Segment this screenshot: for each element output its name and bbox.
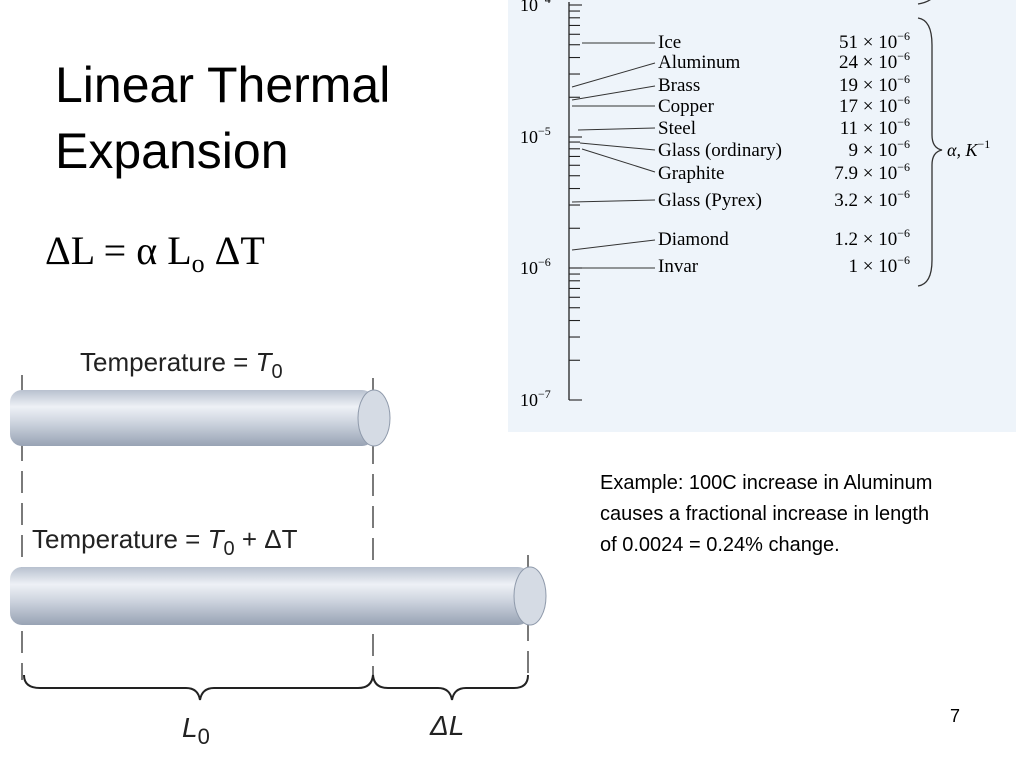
leader-lines <box>571 42 656 269</box>
material-value: 3.2 × 10−6 <box>834 187 910 211</box>
material-name: Invar <box>658 256 699 277</box>
material-name: Copper <box>658 96 715 117</box>
equation: ΔL = α Lo ΔT <box>45 228 265 278</box>
brace-top <box>917 0 931 5</box>
material-value: 24 × 10−6 <box>839 49 910 73</box>
material-name: Glass (Pyrex) <box>658 190 762 211</box>
temp-after-var: T <box>208 524 226 554</box>
material-value: 17 × 10−6 <box>839 93 910 117</box>
material-value: 9 × 10−6 <box>849 137 911 161</box>
material-mantissa: 11 × 10 <box>840 118 898 139</box>
example-text: Example: 100C increase in Aluminum cause… <box>600 472 933 556</box>
material-name: Graphite <box>658 163 724 184</box>
material-name: Glass (ordinary) <box>658 140 782 161</box>
material-exponent: −6 <box>897 49 910 63</box>
axis-base: 10 <box>520 258 538 278</box>
material-exponent: −6 <box>897 115 910 129</box>
eq-lhs: ΔL <box>45 228 94 273</box>
axis-label: 10−4 <box>520 0 551 15</box>
axis-exponent: −5 <box>538 124 551 138</box>
material-mantissa: 1 × 10 <box>849 256 898 277</box>
length-braces <box>23 674 529 701</box>
material-value: 19 × 10−6 <box>839 72 910 96</box>
material-mantissa: 17 × 10 <box>839 96 897 117</box>
material-mantissa: 7.9 × 10 <box>834 163 897 184</box>
axis-exponent: −6 <box>538 255 551 269</box>
axis-label: 10−6 <box>520 255 551 278</box>
material-exponent: −6 <box>897 72 910 86</box>
axis-label: 10−7 <box>520 387 551 410</box>
length-var: L <box>182 712 198 743</box>
material-name: Steel <box>658 118 696 139</box>
rod-expanded <box>10 567 530 625</box>
brace <box>917 17 943 287</box>
material-name: Aluminum <box>658 52 741 73</box>
temp-after-sub: 0 <box>223 538 234 560</box>
material-exponent: −6 <box>897 253 910 267</box>
axis-base: 10 <box>520 390 538 410</box>
rod-diagram: Temperature = T0 Temperature = T0 + ΔT L… <box>10 347 547 749</box>
axis-base: 10 <box>520 0 538 15</box>
material-mantissa: 24 × 10 <box>839 52 897 73</box>
temp-before-var: T <box>256 347 274 377</box>
scale-panel <box>508 0 1016 432</box>
alpha-exponent: −1 <box>977 137 990 151</box>
material-exponent: −6 <box>897 93 910 107</box>
eq-length: L <box>167 228 191 273</box>
material-value: 1.2 × 10−6 <box>834 226 910 250</box>
material-exponent: −6 <box>897 187 910 201</box>
rod-initial <box>10 390 374 446</box>
material-name: Diamond <box>658 229 729 250</box>
temp-before-sub: 0 <box>271 361 282 383</box>
material-value: 1 × 10−6 <box>849 253 911 277</box>
axis-label: 10−5 <box>520 124 551 147</box>
material-value: 51 × 10−6 <box>839 29 910 53</box>
axis-base: 10 <box>520 127 538 147</box>
material-name: Ice <box>658 32 681 53</box>
temp-before-label: Temperature = <box>80 347 256 377</box>
material-mantissa: 19 × 10 <box>839 75 897 96</box>
page-number: 7 <box>950 706 961 726</box>
material-exponent: −6 <box>897 160 910 174</box>
alpha-symbol: α, K <box>947 140 978 160</box>
axis-exponent: −4 <box>538 0 551 6</box>
material-exponent: −6 <box>897 137 910 151</box>
material-name: Brass <box>658 75 700 96</box>
material-value: 11 × 10−6 <box>840 115 910 139</box>
axis-exponent: −7 <box>538 387 551 401</box>
eq-delta-t: ΔT <box>215 228 265 273</box>
temp-before: Temperature = T0 <box>80 347 283 383</box>
material-exponent: −6 <box>897 29 910 43</box>
rod-initial-end <box>357 389 391 447</box>
length-sub: 0 <box>198 724 210 749</box>
temp-after-label: Temperature = <box>32 524 208 554</box>
eq-equals: = <box>104 228 127 273</box>
material-mantissa: 51 × 10 <box>839 32 897 53</box>
length-label: L0 <box>182 712 210 749</box>
slide-title: Linear Thermal Expansion <box>55 57 391 179</box>
material-value: 7.9 × 10−6 <box>834 160 910 184</box>
eq-alpha: α <box>136 228 157 273</box>
temp-after-suffix: + ΔT <box>235 524 298 554</box>
eq-subscript: o <box>192 249 205 278</box>
material-mantissa: 9 × 10 <box>849 140 898 161</box>
material-exponent: −6 <box>897 226 910 240</box>
material-mantissa: 1.2 × 10 <box>834 229 897 250</box>
material-mantissa: 3.2 × 10 <box>834 190 897 211</box>
delta-length-label: ΔL <box>429 710 464 741</box>
temp-after: Temperature = T0 + ΔT <box>32 524 298 560</box>
alpha-label: α, K−1 <box>947 137 990 160</box>
rod-expanded-end <box>513 566 547 626</box>
